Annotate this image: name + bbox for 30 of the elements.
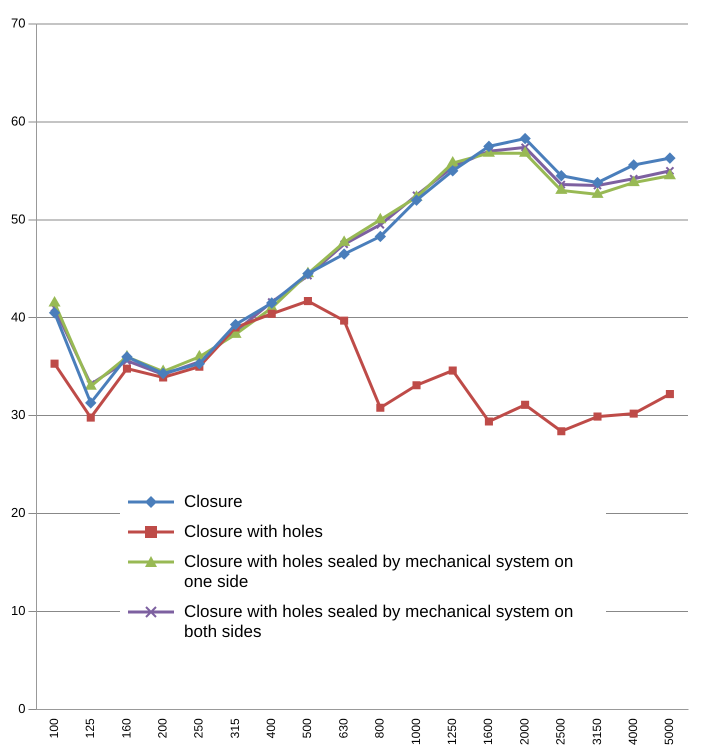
x-tick-label: 315 (228, 718, 242, 738)
x-tick-label: 2500 (554, 718, 568, 746)
x-tick-label: 125 (83, 718, 98, 738)
x-tick-label: 500 (300, 718, 314, 738)
y-tick-label: 50 (10, 211, 26, 226)
x-tick-label: 100 (46, 718, 61, 738)
x-tick-label: 4000 (626, 718, 640, 746)
x-tick-label: 1000 (408, 718, 423, 746)
legend-label: Closure with holes (184, 522, 323, 542)
x-tick-label: 2000 (517, 718, 532, 746)
x-tick-label: 250 (192, 718, 206, 738)
legend-label: Closure with holes sealed by mechanical system on both sides (184, 602, 574, 642)
y-tick-label: 30 (10, 407, 26, 422)
x-tick-label: 1250 (445, 718, 460, 746)
x-tick-label: 800 (372, 718, 387, 738)
y-tick-label: 20 (10, 505, 26, 520)
x-tick-label: 200 (155, 718, 170, 738)
x-tick-label: 630 (336, 718, 350, 738)
x-tick-label: 3150 (590, 718, 604, 746)
legend-label: Closure with holes sealed by mechanical system on one side (184, 552, 574, 592)
y-tick-label: 70 (10, 16, 26, 31)
y-tick-label: 40 (10, 309, 26, 324)
y-tick-label: 60 (10, 113, 26, 128)
x-tick-label: 160 (119, 718, 134, 738)
y-tick-label: 10 (10, 602, 26, 618)
legend-label: Closure (184, 492, 243, 512)
x-tick-label: 400 (264, 718, 278, 738)
y-tick-label: 0 (18, 700, 26, 716)
x-tick-label: 5000 (662, 718, 676, 746)
x-tick-label: 1600 (481, 718, 496, 746)
